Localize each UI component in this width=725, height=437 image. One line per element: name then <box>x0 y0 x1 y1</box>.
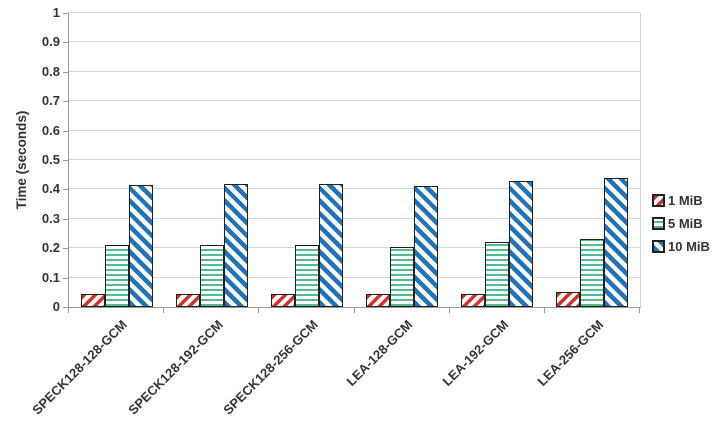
bar-1-mib-lea-192-gcm <box>461 293 486 307</box>
x-tick-mark <box>639 308 640 313</box>
y-tick-mark <box>63 248 68 250</box>
gridline <box>69 276 640 278</box>
bar-1-mib-speck128-256-gcm <box>270 293 295 307</box>
y-tick-mark <box>63 13 68 14</box>
bar-5-mib-speck128-256-gcm <box>294 245 319 307</box>
bar-10-mib-speck128-192-gcm <box>223 183 248 307</box>
bar-10-mib-lea-192-gcm <box>509 180 534 307</box>
gridline <box>69 70 640 72</box>
x-axis-label-speck128-256-gcm: SPECK128-256-GCM <box>220 317 321 418</box>
x-tick-mark <box>68 308 69 313</box>
legend-label: 5 MiB <box>668 216 703 231</box>
x-tick-mark <box>258 308 260 313</box>
legend-item-1-mib: 1 MiB <box>652 191 710 210</box>
x-axis-label-lea-128-gcm: LEA-128-GCM <box>343 317 416 389</box>
y-tick-label: 0 <box>52 299 60 314</box>
y-tick-label: 1 <box>52 5 60 20</box>
legend-swatch-10-mib <box>652 240 665 253</box>
y-tick-mark <box>63 71 68 73</box>
gridline <box>69 100 640 102</box>
legend: 1 MiB 5 MiB 10 MiB <box>652 191 710 260</box>
gridline <box>69 247 640 249</box>
y-tick-label: 0.9 <box>41 34 60 50</box>
legend-swatch-5-mib <box>652 217 665 230</box>
gridline <box>69 129 640 131</box>
gridline <box>69 188 640 190</box>
y-tick-mark <box>63 277 68 279</box>
y-tick-mark <box>63 307 68 308</box>
bar-10-mib-lea-128-gcm <box>414 186 439 307</box>
bar-10-mib-lea-256-gcm <box>604 177 629 307</box>
bar-5-mib-speck128-128-gcm <box>104 245 129 307</box>
legend-swatch-1-mib <box>652 194 665 207</box>
y-tick-label: 0.6 <box>41 122 60 138</box>
x-tick-mark <box>543 308 545 313</box>
y-tick-label: 0.3 <box>41 210 60 226</box>
x-axis-label-speck128-192-gcm: SPECK128-192-GCM <box>124 317 226 418</box>
x-axis-label-lea-192-gcm: LEA-192-GCM <box>438 317 511 389</box>
bar-10-mib-speck128-256-gcm <box>318 183 343 307</box>
y-tick-mark <box>63 189 68 191</box>
plot-area <box>68 12 641 308</box>
bar-1-mib-lea-128-gcm <box>366 293 391 307</box>
x-tick-mark <box>353 308 355 313</box>
y-tick-mark <box>63 218 68 220</box>
legend-item-5-mib: 5 MiB <box>652 214 710 233</box>
y-tick-label: 0.7 <box>41 93 60 109</box>
y-tick-mark <box>63 42 68 44</box>
bar-10-mib-speck128-128-gcm <box>128 185 153 307</box>
x-axis-label-lea-256-gcm: LEA-256-GCM <box>534 317 607 389</box>
bar-1-mib-lea-256-gcm <box>556 292 581 307</box>
y-tick-mark <box>63 160 68 161</box>
gridline <box>69 12 640 13</box>
legend-label: 10 MiB <box>668 239 710 254</box>
y-tick-mark <box>63 101 68 103</box>
y-tick-label: 0.2 <box>41 240 60 256</box>
x-tick-mark <box>448 308 450 313</box>
y-tick-label: 0.4 <box>41 181 60 197</box>
bar-5-mib-lea-256-gcm <box>580 239 605 307</box>
y-tick-label: 0.5 <box>41 152 60 167</box>
bar-5-mib-lea-128-gcm <box>390 246 415 307</box>
gridline <box>69 159 640 160</box>
x-axis-label-speck128-128-gcm: SPECK128-128-GCM <box>29 317 131 418</box>
legend-label: 1 MiB <box>668 193 703 208</box>
bar-5-mib-speck128-192-gcm <box>199 245 224 307</box>
gridline <box>69 217 640 219</box>
gridline <box>69 41 640 43</box>
bar-1-mib-speck128-192-gcm <box>175 293 200 307</box>
y-tick-label: 0.1 <box>41 269 60 285</box>
x-tick-mark <box>163 308 165 313</box>
y-tick-label: 0.8 <box>41 63 60 79</box>
bar-5-mib-lea-192-gcm <box>485 242 510 307</box>
legend-item-10-mib: 10 MiB <box>652 237 710 256</box>
bar-1-mib-speck128-128-gcm <box>80 293 105 307</box>
y-tick-mark <box>63 130 68 132</box>
